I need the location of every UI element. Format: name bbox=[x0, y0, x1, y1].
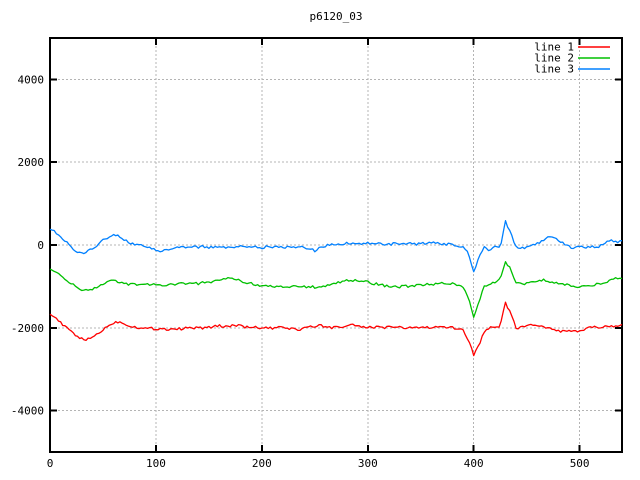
x-tick-label-0: 0 bbox=[47, 457, 54, 470]
series-line-3 bbox=[49, 220, 623, 273]
chart-title: p6120_03 bbox=[310, 10, 363, 23]
x-tick-label-500: 500 bbox=[570, 457, 590, 470]
y-tick-label-4000: 4000 bbox=[18, 73, 45, 86]
series-line-2 bbox=[49, 261, 623, 318]
grid-lines bbox=[50, 38, 622, 452]
y-tick-label-0: 0 bbox=[37, 239, 44, 252]
y-tick-label--2000: -2000 bbox=[11, 322, 44, 335]
legend-label-1: line 1 bbox=[534, 41, 574, 54]
x-tick-label-100: 100 bbox=[146, 457, 166, 470]
x-tick-label-200: 200 bbox=[252, 457, 272, 470]
axis-tick-labels: 0 100 200 300 400 500 -4000 -2000 0 2000 4000 bbox=[11, 73, 590, 470]
series-line-1 bbox=[49, 301, 623, 357]
x-tick-label-400: 400 bbox=[464, 457, 484, 470]
y-tick-label--4000: -4000 bbox=[11, 405, 44, 418]
axis-ticks bbox=[49, 38, 622, 452]
legend-label-3: line 3 bbox=[534, 63, 574, 76]
y-tick-label-2000: 2000 bbox=[18, 156, 45, 169]
legend-label-2: line 2 bbox=[534, 52, 574, 65]
data-series bbox=[49, 220, 623, 357]
x-tick-label-300: 300 bbox=[358, 457, 378, 470]
